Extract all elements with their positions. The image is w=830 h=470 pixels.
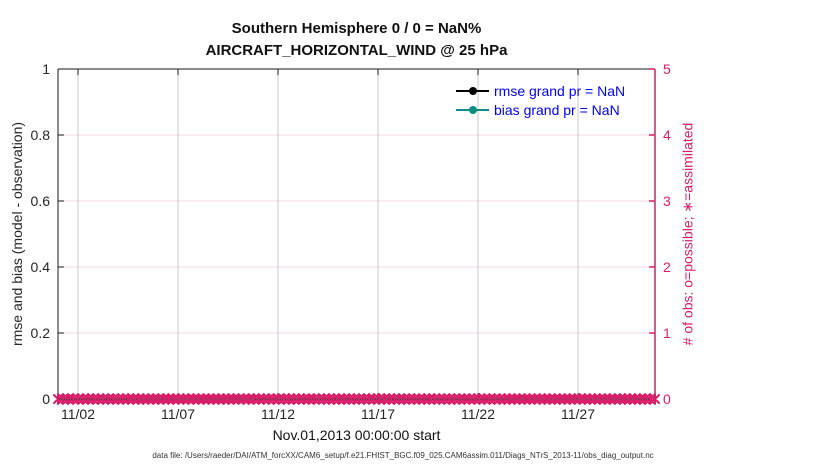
right-y-tick-label: 1 — [663, 325, 671, 341]
legend-label-rmse: rmse grand pr = NaN — [494, 82, 626, 99]
x-tick-label: 11/12 — [261, 406, 295, 422]
left-y-tick-label: 0.8 — [30, 127, 50, 143]
plot-title: Southern Hemisphere 0 / 0 = NaN% — [231, 20, 482, 37]
left-y-tick-label: 0.4 — [30, 259, 50, 275]
plot-subtitle: AIRCRAFT_HORIZONTAL_WIND @ 25 hPa — [205, 42, 508, 59]
left-y-tick-label: 1 — [42, 61, 50, 77]
obs-asterisk-marker-band — [53, 393, 660, 405]
left-y-tick-label: 0 — [42, 391, 50, 407]
legend-item-rmse: rmse grand pr = NaN — [456, 81, 625, 100]
left-y-axis-label: rmse and bias (model - observation) — [9, 121, 25, 347]
right-y-tick-label: 5 — [663, 61, 671, 77]
left-y-tick-label: 0.2 — [30, 325, 50, 341]
left-y-tick-label: 0.6 — [30, 193, 50, 209]
x-tick-label: 11/02 — [61, 406, 95, 422]
rmse-line-swatch — [456, 86, 489, 95]
x-tick-label: 11/07 — [161, 406, 195, 422]
legend-item-bias: bias grand pr = NaN — [456, 100, 625, 119]
x-tick-label: 11/22 — [461, 406, 495, 422]
rmse-marker-icon — [468, 86, 477, 95]
bias-marker-icon — [468, 105, 477, 114]
x-tick-label: 11/27 — [561, 406, 595, 422]
right-y-tick-label: 3 — [663, 193, 671, 209]
bias-line-swatch — [456, 105, 489, 114]
right-y-tick-label: 4 — [663, 127, 671, 143]
x-axis-label: Nov.01,2013 00:00:00 start — [272, 427, 441, 443]
x-tick-label: 11/17 — [361, 406, 395, 422]
right-y-tick-label: 0 — [663, 391, 671, 407]
right-y-axis-label: # of obs: o=possible; ∗=assimilated — [679, 122, 696, 346]
data-file-path: data file: /Users/raeder/DAI/ATM_forcXX/… — [152, 451, 654, 460]
legend-label-bias: bias grand pr = NaN — [494, 101, 620, 118]
right-y-tick-label: 2 — [663, 259, 671, 275]
legend: rmse grand pr = NaN bias grand pr = NaN — [456, 81, 625, 119]
